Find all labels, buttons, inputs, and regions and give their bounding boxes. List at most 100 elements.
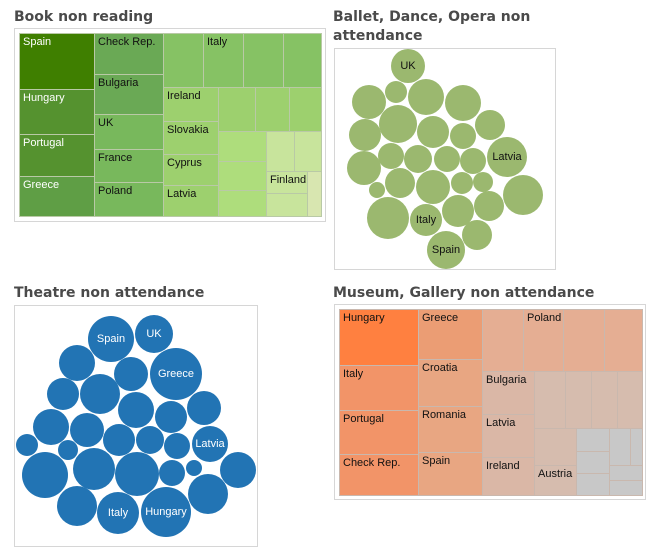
bubble	[187, 391, 221, 425]
treemap-cell: Italy	[339, 365, 419, 411]
treemap-cell: Romania	[418, 406, 483, 453]
bubble: Spain	[427, 231, 465, 269]
bubble	[451, 172, 473, 194]
bubble	[186, 460, 202, 476]
bubble	[70, 413, 104, 447]
bubble-label: Greece	[157, 368, 195, 380]
bubble	[58, 440, 78, 460]
treemap-cell: Greece	[19, 176, 95, 217]
bubble	[33, 409, 69, 445]
bubble: UK	[135, 315, 173, 353]
museum-chart-title: Museum, Gallery non attendance	[333, 285, 595, 301]
treemap-cell	[534, 371, 566, 429]
bubble: Latvia	[487, 137, 527, 177]
bubble	[445, 85, 481, 121]
treemap-cell	[266, 131, 295, 172]
museum-treemap: Hungary Italy Portugal Check Rep. Greece Croa…	[334, 304, 646, 500]
bubble-label: Hungary	[145, 506, 187, 518]
treemap-cell: Spain	[418, 452, 483, 496]
bubble	[59, 345, 95, 381]
treemap-cell: Cyprus	[163, 154, 219, 186]
bubble	[159, 460, 185, 486]
treemap-cell: Hungary	[339, 309, 419, 366]
treemap-cell	[294, 131, 322, 172]
treemap-cell: Hungary	[19, 89, 95, 135]
bubble	[369, 182, 385, 198]
bubble	[378, 143, 404, 169]
treemap-cell	[163, 33, 204, 88]
treemap-cell: Latvia	[163, 185, 219, 217]
bubble	[73, 448, 115, 490]
treemap-cell: UK	[94, 114, 164, 150]
treemap-cell: Italy	[203, 33, 244, 88]
bubble-label: Spain	[431, 244, 461, 256]
bubble	[349, 119, 381, 151]
ballet-chart-title: Ballet, Dance, Opera non attendance	[333, 9, 531, 44]
treemap-cell: Portugal	[339, 410, 419, 455]
treemap-cell: Ireland	[482, 457, 535, 496]
theatre-chart-title: Theatre non attendance	[14, 285, 205, 301]
treemap-cell	[255, 87, 290, 132]
treemap-cell	[609, 428, 631, 466]
bubble	[47, 378, 79, 410]
bubble	[460, 148, 486, 174]
bubble	[473, 172, 493, 192]
treemap-cell: Poland	[523, 309, 564, 372]
treemap-cell	[307, 171, 322, 217]
theatre-bubble-chart: Spain UK Greece Latvia Italy Hungary	[14, 305, 258, 547]
treemap-cell: Latvia	[482, 414, 535, 458]
bubble	[385, 168, 415, 198]
treemap-cell: Slovakia	[163, 121, 219, 155]
bubble	[164, 433, 190, 459]
bubble: Italy	[410, 204, 442, 236]
bubble: Hungary	[141, 487, 191, 537]
ballet-bubble-chart: UK Latvia Italy Spain	[334, 48, 556, 270]
bubble	[103, 424, 135, 456]
treemap-cell	[218, 131, 267, 162]
bubble-label: Italy	[415, 214, 437, 226]
bubble-label: Spain	[96, 333, 126, 345]
bubble	[16, 434, 38, 456]
bubble	[80, 374, 120, 414]
bubble: Greece	[150, 348, 202, 400]
book-chart-title: Book non reading	[14, 9, 154, 25]
bubble	[188, 474, 228, 514]
treemap-cell: Bulgaria	[94, 74, 164, 115]
bubble	[22, 452, 68, 498]
bubble: Spain	[88, 316, 134, 362]
bubble: Italy	[97, 492, 139, 534]
bubble	[155, 401, 187, 433]
treemap-cell	[565, 371, 592, 429]
bubble	[352, 85, 386, 119]
treemap-cell: Spain	[19, 33, 95, 90]
treemap-cell	[563, 309, 605, 372]
bubble	[367, 197, 409, 239]
treemap-cell: Check Rep.	[94, 33, 164, 75]
treemap-cell	[482, 309, 524, 372]
treemap-cell	[534, 428, 577, 466]
treemap-cell	[218, 190, 267, 217]
treemap-cell: Greece	[418, 309, 483, 360]
treemap-cell	[604, 309, 643, 372]
bubble	[57, 486, 97, 526]
bubble	[416, 170, 450, 204]
bubble	[475, 110, 505, 140]
bubble: UK	[391, 49, 425, 83]
bubble	[220, 452, 256, 488]
treemap-cell: Austria	[534, 465, 577, 496]
bubble	[385, 81, 407, 103]
treemap-cell	[218, 87, 256, 132]
bubble	[450, 123, 476, 149]
treemap-cell	[576, 428, 610, 452]
treemap-cell: Croatia	[418, 359, 483, 407]
bubble-label: UK	[400, 60, 416, 72]
treemap-cell: Portugal	[19, 134, 95, 177]
bubble	[408, 79, 444, 115]
bubble	[347, 151, 381, 185]
treemap-cell: Finland	[266, 171, 308, 194]
book-treemap: Spain Hungary Portugal Greece Check Rep. Bulg…	[14, 28, 326, 222]
treemap-cell	[576, 451, 610, 474]
bubble	[417, 116, 449, 148]
treemap-cell	[617, 371, 643, 429]
treemap-cell	[591, 371, 618, 429]
